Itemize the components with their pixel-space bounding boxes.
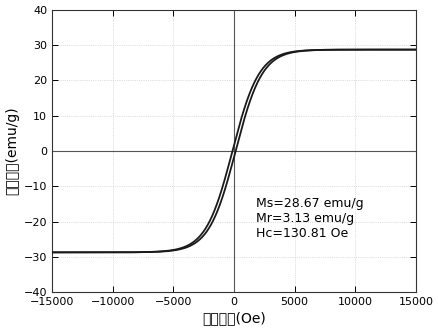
X-axis label: 磁场强度(Oe): 磁场强度(Oe) — [201, 311, 265, 325]
Y-axis label: 磁化强度(emu/g): 磁化强度(emu/g) — [6, 107, 20, 195]
Text: Ms=28.67 emu/g
Mr=3.13 emu/g
Hc=130.81 Oe: Ms=28.67 emu/g Mr=3.13 emu/g Hc=130.81 O… — [255, 197, 363, 240]
